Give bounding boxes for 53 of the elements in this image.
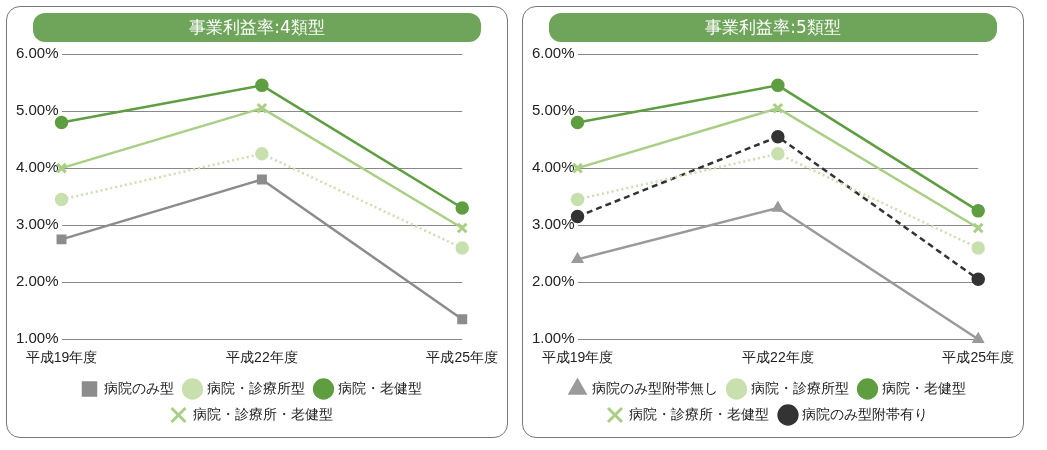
point (771, 129, 785, 144)
point (255, 147, 269, 161)
y-tick-label: 5.00% (15, 101, 59, 119)
legend-label: 病院・診療所・老健型 (192, 405, 333, 422)
point (56, 234, 67, 245)
point (54, 192, 69, 207)
legend-label: 病院のみ型 (103, 379, 174, 396)
y-tick-label: 1.00% (15, 329, 59, 347)
point (456, 222, 468, 234)
y-tick-label: 5.00% (531, 101, 575, 119)
point (54, 115, 69, 130)
point (771, 78, 785, 93)
legend-label: 病院のみ型附帯有り (802, 405, 928, 422)
legend-label: 病院・老健型 (881, 379, 966, 396)
y-tick-label: 1.00% (531, 329, 575, 347)
point (571, 252, 584, 264)
y-tick-label: 6.00% (15, 44, 59, 62)
x-tick-label: 平成22年度 (226, 349, 298, 366)
x-tick-label: 平成19年度 (541, 349, 614, 366)
legend-label: 病院・診療所型 (206, 379, 305, 396)
x-tick-label: 平成25年度 (426, 349, 498, 366)
point (772, 102, 784, 114)
y-tick-label: 4.00% (531, 158, 575, 176)
point (771, 201, 784, 212)
legend-label: 病院・診療所型 (750, 379, 849, 396)
x-tick-label: 平成22年度 (742, 349, 814, 366)
y-tick-label: 3.00% (15, 215, 59, 233)
point (256, 102, 268, 114)
point (455, 241, 469, 255)
point (255, 78, 269, 93)
y-tick-label: 6.00% (531, 44, 575, 62)
point (972, 332, 985, 343)
point (972, 222, 984, 234)
y-tick-label: 2.00% (15, 272, 59, 290)
point (971, 241, 985, 255)
legend-label: 病院のみ型附帯無し (591, 379, 718, 396)
point (256, 174, 267, 185)
point (570, 115, 585, 130)
y-tick-label: 4.00% (15, 158, 59, 176)
y-tick-label: 2.00% (531, 272, 575, 290)
legend-label: 病院・老健型 (337, 379, 422, 396)
point (971, 272, 985, 287)
point (771, 147, 785, 161)
point (455, 201, 469, 215)
y-tick-label: 3.00% (531, 215, 575, 233)
x-tick-label: 平成19年度 (25, 349, 98, 366)
legend-label: 病院・診療所・老健型 (629, 405, 769, 422)
chart-title: 事業利益率:4類型 (33, 13, 481, 42)
x-tick-label: 平成25年度 (942, 349, 1014, 366)
point (971, 204, 985, 218)
chart-title: 事業利益率:5類型 (549, 13, 997, 42)
point (457, 314, 468, 325)
point (570, 192, 585, 207)
